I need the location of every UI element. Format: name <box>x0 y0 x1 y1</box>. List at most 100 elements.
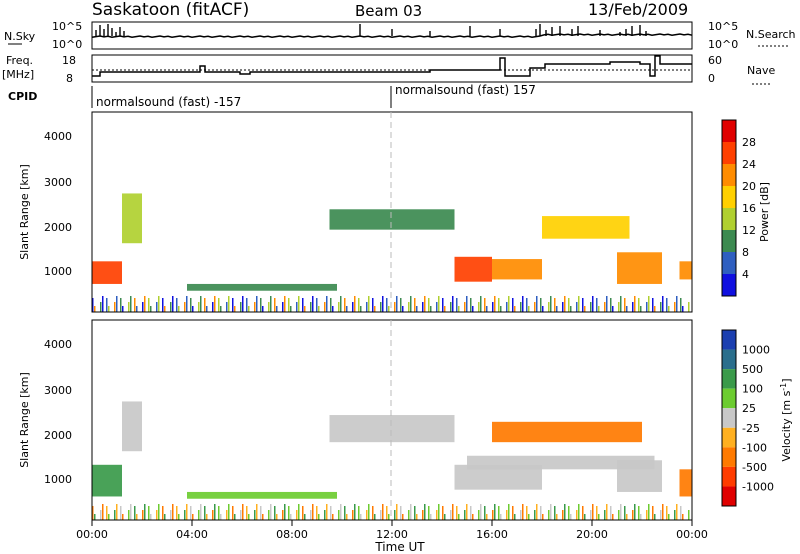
noise-mark <box>414 298 416 312</box>
noise-mark <box>388 514 390 520</box>
noise-mark <box>414 506 416 520</box>
x-tick-label: 04:00 <box>176 528 208 541</box>
colorbar-swatch <box>722 252 736 274</box>
noise-mark <box>172 504 174 520</box>
noise-mark <box>646 302 648 312</box>
nave-tick-top: 60 <box>708 54 722 67</box>
noise-mark <box>212 302 214 312</box>
noise-mark <box>344 298 346 312</box>
noise-mark <box>550 504 552 520</box>
noise-mark <box>102 296 104 312</box>
noise-mark <box>654 514 656 520</box>
data-cell <box>122 401 142 452</box>
noise-mark <box>620 296 622 312</box>
noise-mark <box>606 504 608 520</box>
power-ytick-2000: 2000 <box>44 221 72 234</box>
noise-mark <box>480 504 482 520</box>
noise-mark <box>312 504 314 520</box>
noise-mark <box>492 302 494 312</box>
noise-mark <box>92 298 94 312</box>
noise-mark <box>190 298 192 312</box>
date-title: 13/Feb/2009 <box>588 0 689 19</box>
noise-mark <box>372 506 374 520</box>
vel-ytick-3000: 3000 <box>44 384 72 397</box>
noise-mark <box>590 302 592 312</box>
noise-mark <box>526 506 528 520</box>
noise-mark <box>172 296 174 312</box>
noise-mark <box>438 296 440 312</box>
noise-mark <box>304 306 306 312</box>
noise-mark <box>438 504 440 520</box>
velocity-colorbar-label: Velocity [m s-1] <box>779 378 793 461</box>
noise-mark <box>120 506 122 520</box>
noise-mark <box>520 302 522 312</box>
noise-mark <box>648 296 650 312</box>
noise-mark <box>424 296 426 312</box>
noise-mark <box>470 506 472 520</box>
noise-mark <box>276 306 278 312</box>
noise-mark <box>302 506 304 520</box>
noise-mark <box>442 506 444 520</box>
noise-mark <box>402 514 404 520</box>
nsky-tick-top: 10^5 <box>52 20 82 33</box>
noise-mark <box>590 510 592 520</box>
noise-mark <box>114 510 116 520</box>
noise-mark <box>632 302 634 312</box>
noise-mark <box>596 298 598 312</box>
noise-mark <box>310 510 312 520</box>
noise-mark <box>270 296 272 312</box>
noise-mark <box>436 510 438 520</box>
noise-mark <box>284 504 286 520</box>
noise-mark <box>94 306 96 312</box>
noise-mark <box>576 510 578 520</box>
noise-mark <box>374 306 376 312</box>
noise-mark <box>366 302 368 312</box>
cpid-row: CPID normalsound (fast) -157 normalsound… <box>8 83 536 109</box>
noise-mark <box>680 298 682 312</box>
noise-mark <box>634 296 636 312</box>
freq-tick-top: 18 <box>62 54 76 67</box>
freq-tick-bottom: 8 <box>66 72 73 85</box>
nsky-label: N.Sky <box>4 30 36 43</box>
nsky-panel: N.Sky 10^5 10^0 10^5 10^0 N.Search <box>4 20 796 51</box>
noise-mark <box>464 302 466 312</box>
noise-mark <box>576 302 578 312</box>
noise-mark <box>218 298 220 312</box>
noise-mark <box>394 302 396 312</box>
colorbar-swatch <box>722 186 736 208</box>
noise-mark <box>522 296 524 312</box>
noise-mark <box>366 510 368 520</box>
noise-mark <box>260 506 262 520</box>
power-colorbar: 28 24 20 16 12 8 4 <box>721 119 756 297</box>
noise-mark <box>274 506 276 520</box>
colorbar-tick: 28 <box>742 136 756 149</box>
data-cell <box>467 455 655 470</box>
noise-mark <box>344 506 346 520</box>
noise-mark <box>596 506 598 520</box>
noise-mark <box>354 504 356 520</box>
noise-mark <box>288 298 290 312</box>
noise-mark <box>156 302 158 312</box>
noise-mark <box>484 506 486 520</box>
noise-mark <box>226 302 228 312</box>
noise-mark <box>242 504 244 520</box>
noise-mark <box>136 306 138 312</box>
data-cell <box>492 259 542 280</box>
noise-mark <box>554 506 556 520</box>
noise-mark <box>296 302 298 312</box>
noise-mark <box>144 296 146 312</box>
noise-mark <box>592 504 594 520</box>
noise-mark <box>200 504 202 520</box>
noise-mark <box>550 296 552 312</box>
site-title: Saskatoon (fitACF) <box>92 0 250 20</box>
noise-mark <box>324 302 326 312</box>
noise-mark <box>408 510 410 520</box>
noise-mark <box>176 506 178 520</box>
noise-mark <box>604 510 606 520</box>
noise-mark <box>318 514 320 520</box>
cpid-mode-2: normalsound (fast) 157 <box>395 83 536 97</box>
noise-mark <box>260 298 262 312</box>
noise-mark <box>206 514 208 520</box>
x-axis: Time UT 00:00 04:00 08:00 12:00 16:00 20:00 00… <box>76 520 708 554</box>
